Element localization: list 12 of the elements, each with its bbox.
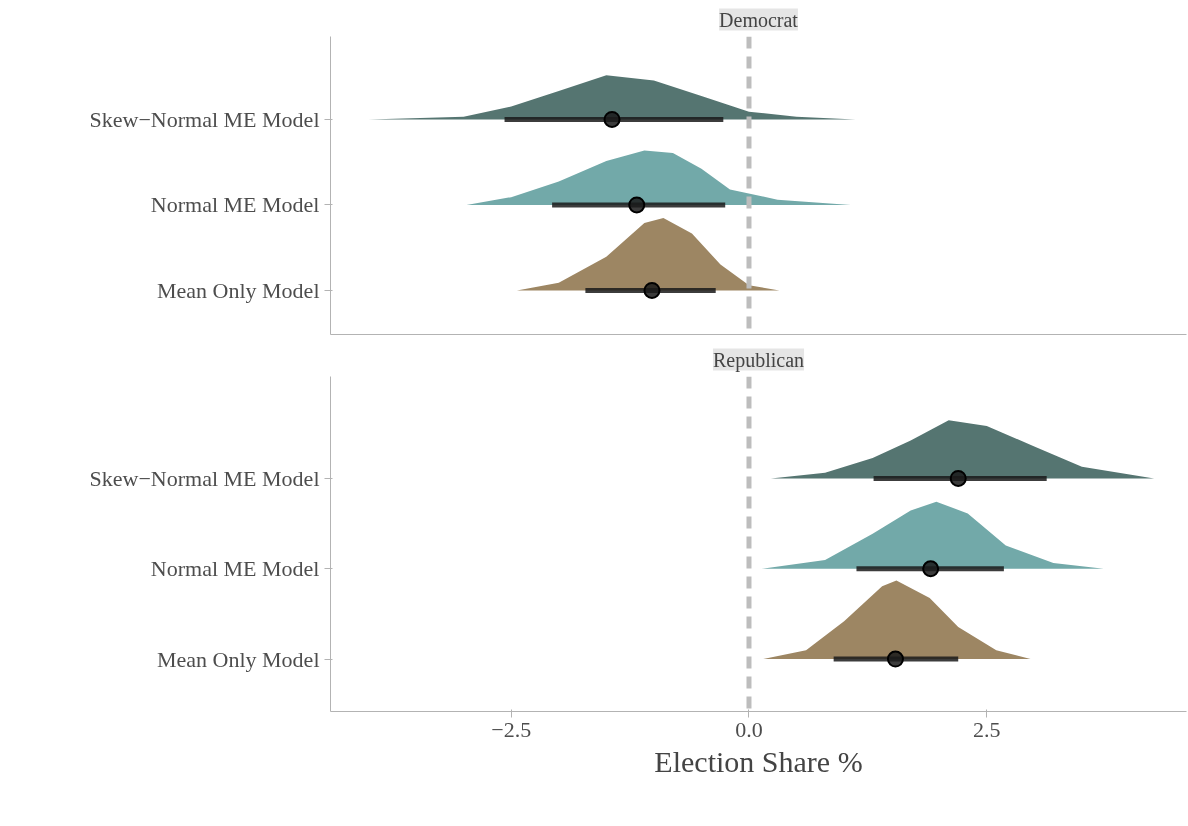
text: Skew−Normal ME Model [89,465,320,491]
x-tick-label: 2.5 [973,716,1001,742]
text: Skew−Normal ME Model [89,106,320,132]
chart-title: Democrat [719,8,799,31]
x-tick-label: 0.0 [735,716,763,742]
text: Mean Only Model [156,646,320,672]
text: Normal ME Model [150,192,320,218]
x-tick-label: −2.5 [491,716,532,742]
x-axis-title: Election Share % [654,744,863,778]
text: Normal ME Model [150,556,320,582]
chart-title: Republican [712,348,805,372]
text: Mean Only Model [156,277,320,303]
